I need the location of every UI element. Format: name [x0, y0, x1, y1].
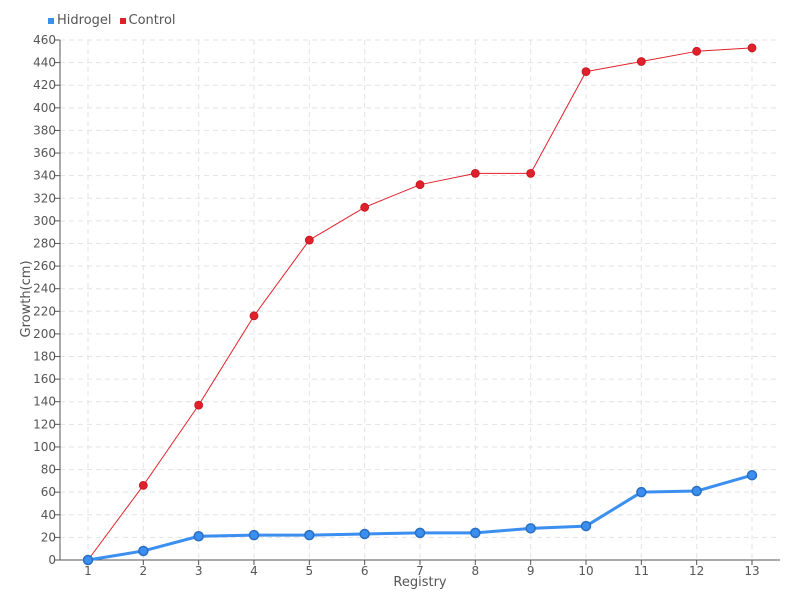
point-hidrogel — [304, 529, 315, 541]
point-control — [470, 168, 480, 178]
point-hidrogel — [525, 523, 536, 534]
y-tick-label: 460 — [33, 33, 56, 47]
y-tick-label: 240 — [33, 282, 56, 296]
x-tick-label: 2 — [140, 564, 148, 578]
point-control — [249, 311, 259, 321]
legend-swatch-hidrogel — [48, 17, 54, 24]
point-control — [636, 57, 646, 66]
y-tick-label: 60 — [41, 485, 56, 499]
y-tick-label: 300 — [33, 214, 56, 228]
y-tick-label: 380 — [33, 123, 56, 137]
x-tick-label: 11 — [634, 564, 649, 578]
x-tick-label: 1 — [84, 564, 92, 578]
y-tick-label: 20 — [41, 530, 56, 544]
point-hidrogel — [746, 469, 758, 481]
y-tick-label: 280 — [33, 236, 56, 250]
x-tick-label: 10 — [578, 564, 593, 578]
legend-label-hidrogel: Hidrogel — [57, 13, 112, 28]
point-control — [138, 480, 148, 490]
point-hidrogel — [248, 529, 260, 541]
y-tick-label: 180 — [33, 350, 56, 364]
axes — [55, 39, 780, 565]
point-hidrogel — [82, 554, 94, 566]
tick-labels: 0 20 40 60 80 100 120 140 160 180 200 220 240 260 280 3… — [33, 33, 760, 578]
point-hidrogel — [580, 520, 592, 532]
y-tick-label: 320 — [33, 191, 56, 205]
y-tick-label: 0 — [48, 553, 56, 567]
point-control — [304, 235, 314, 245]
x-tick-label: 6 — [361, 564, 369, 578]
x-axis-label: Registry — [393, 575, 447, 590]
point-control — [194, 400, 204, 410]
series-layer — [82, 43, 758, 566]
y-tick-label: 100 — [33, 440, 56, 454]
x-tick-label: 3 — [195, 564, 203, 578]
legend-item-control[interactable]: Control — [119, 13, 176, 28]
x-tick-label: 5 — [306, 564, 314, 578]
y-tick-label: 220 — [33, 304, 56, 318]
y-tick-label: 360 — [33, 146, 56, 160]
y-tick-label: 80 — [41, 463, 56, 477]
point-hidrogel — [414, 527, 426, 539]
point-control — [360, 202, 370, 212]
x-tick-label: 4 — [250, 564, 258, 578]
x-tick-label: 8 — [472, 564, 480, 578]
legend-item-hidrogel[interactable]: Hidrogel — [48, 13, 112, 28]
point-hidrogel — [193, 531, 204, 542]
y-tick-label: 260 — [33, 259, 56, 273]
y-tick-label: 200 — [33, 327, 56, 341]
y-tick-label: 120 — [33, 417, 56, 431]
grid — [60, 39, 780, 560]
point-hidrogel — [691, 485, 702, 497]
legend: Hidrogel Control — [48, 13, 176, 28]
point-hidrogel — [470, 527, 481, 539]
point-control — [692, 46, 702, 56]
y-tick-label: 160 — [33, 372, 56, 386]
x-tick-label: 7 — [416, 564, 424, 578]
point-control — [581, 67, 591, 77]
legend-swatch-control — [119, 17, 126, 24]
y-tick-label: 400 — [33, 101, 56, 115]
point-control — [415, 180, 425, 190]
x-tick-label: 9 — [527, 564, 535, 578]
legend-label-control: Control — [128, 13, 176, 28]
x-tick-label: 13 — [744, 564, 759, 578]
y-tick-label: 340 — [33, 169, 56, 183]
x-tick-label: 12 — [689, 564, 704, 578]
y-tick-label: 440 — [33, 56, 56, 70]
y-tick-label: 140 — [33, 395, 56, 409]
point-hidrogel — [359, 528, 370, 540]
point-hidrogel — [636, 486, 647, 498]
point-control — [747, 43, 757, 53]
y-axis-label: Growth(cm) — [19, 260, 34, 337]
y-tick-label: 420 — [33, 78, 56, 92]
point-control — [526, 168, 536, 178]
y-tick-label: 40 — [41, 508, 56, 522]
point-hidrogel — [138, 545, 149, 557]
